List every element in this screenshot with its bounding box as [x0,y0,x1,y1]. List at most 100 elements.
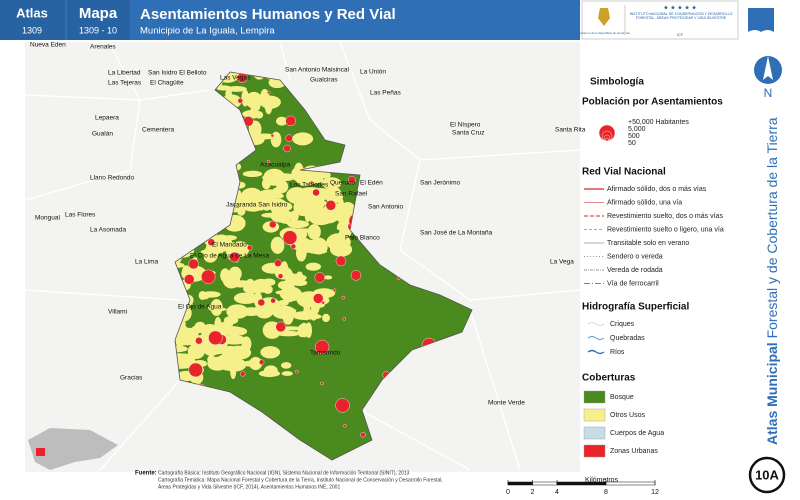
settlement [313,293,324,304]
other-use-patch [182,265,190,276]
other-use-patch [308,208,332,216]
other-use-patch [326,187,341,195]
other-use-patch [233,292,259,304]
place-label: Lepaera [95,115,119,122]
other-use-patch [323,275,333,280]
place-label: Nueva Eden [30,42,66,49]
other-use-patch [281,285,297,303]
stars: ★ ★ ★ ★ ★ [663,5,697,12]
settlement [240,371,246,377]
road-label: Vereda de rodada [607,267,663,274]
north-label: N [764,86,773,100]
other-use-patch [262,285,273,294]
other-use-patch [293,198,315,217]
legend-title: Simbología [590,77,644,88]
scale-tick-label: 2 [531,489,535,496]
other-use-patch [175,334,185,348]
other-use-patch [216,322,230,333]
settlement [277,273,284,279]
other-use-patch [264,329,280,336]
hydro-label: Quebradas [610,335,645,342]
place-label: Gualán [92,131,113,138]
place-label: Queruco [330,180,355,187]
settlement [335,255,347,267]
other-use-patch [226,354,242,364]
settlement [321,301,325,305]
road-label: Vía de ferrocarril [607,280,659,287]
other-use-patch [282,202,293,211]
place-label: El Níspero [450,122,481,129]
population-label: 500 [628,133,640,140]
other-use-patch [203,324,217,332]
other-use-patch [340,238,349,247]
road-label: Revestimiento suelto, dos o más vías [607,213,723,220]
other-use-patch [279,307,297,315]
north-arrow [763,56,773,80]
scale-segment [556,481,607,486]
other-use-patch [268,174,278,183]
other-use-patch [225,86,247,92]
other-use-patch [276,330,301,337]
place-label: Las Vegas [220,75,251,82]
legend: Simbología Población por Asentamientos R… [582,77,724,458]
cover-swatch [583,426,606,440]
place-label: Las Flores [65,212,96,219]
settlement [341,295,345,300]
place-label: Las Tejeras [108,80,142,87]
source: Cartografía Básica: Instituto Geográfico… [158,470,443,490]
settlement [285,134,293,142]
settlement [285,115,296,127]
place-label: El Chagüite [150,80,184,87]
settlement [343,424,347,428]
other-use-patch [249,356,263,371]
other-use-patch [322,313,330,323]
settlement [195,337,203,345]
other-use-patch [242,110,262,118]
sidebar-title: Atlas Municipal Forestal y de Cobertura … [764,117,780,445]
place-label: San José de La Montaña [420,230,493,237]
place-label: San Jerónimo [420,180,460,187]
other-use-patch [225,88,232,101]
sidebar-title-rest: Forestal y de Cobertura de la Tierra [764,117,780,338]
scale-segment [605,481,656,486]
other-use-patch [300,169,313,182]
hydro-symbol [587,349,605,355]
source-line: Cartografía Básica: Instituto Geográfico… [158,470,410,476]
country-inset [28,428,118,470]
settlement [360,431,366,438]
settlement [335,398,350,413]
other-use-patch [236,206,246,216]
cover-swatch [583,390,606,404]
settlement [269,220,277,229]
other-use-patch [175,363,190,369]
population-label: 50 [628,140,636,147]
place-label: Azacualpa [260,162,291,169]
population-label: 5,000 [628,126,646,133]
place-label: El Edén [360,180,383,187]
other-use-patch [243,191,251,198]
settlement [207,238,215,246]
settlement [314,339,330,355]
other-use-patch [281,371,293,376]
settlement [312,188,320,197]
settlement [208,330,223,346]
place-label: La Vega [550,259,574,266]
road-label: Afirmado sólido, dos o más vías [607,186,707,193]
logo-right: Instituto Nacional de Conservación y Des… [629,12,733,21]
other-use-patch [277,299,289,306]
road-label: Transitable solo en verano [607,240,689,247]
settlement [282,230,298,245]
other-use-patch [207,355,216,365]
other-use-patch [251,280,271,286]
settlement [332,288,337,293]
other-use-patch [309,198,318,207]
place-label: Villami [108,309,127,316]
map-code: 1309 - 10 [79,25,117,35]
settlement [283,144,291,153]
logo-left: Gobierno de la República de Honduras [578,31,630,35]
other-use-patch [200,292,210,300]
population-symbol [605,137,609,142]
other-use-patch [264,96,273,115]
other-use-patch [307,224,321,240]
scale-tick-label: 12 [651,489,659,496]
